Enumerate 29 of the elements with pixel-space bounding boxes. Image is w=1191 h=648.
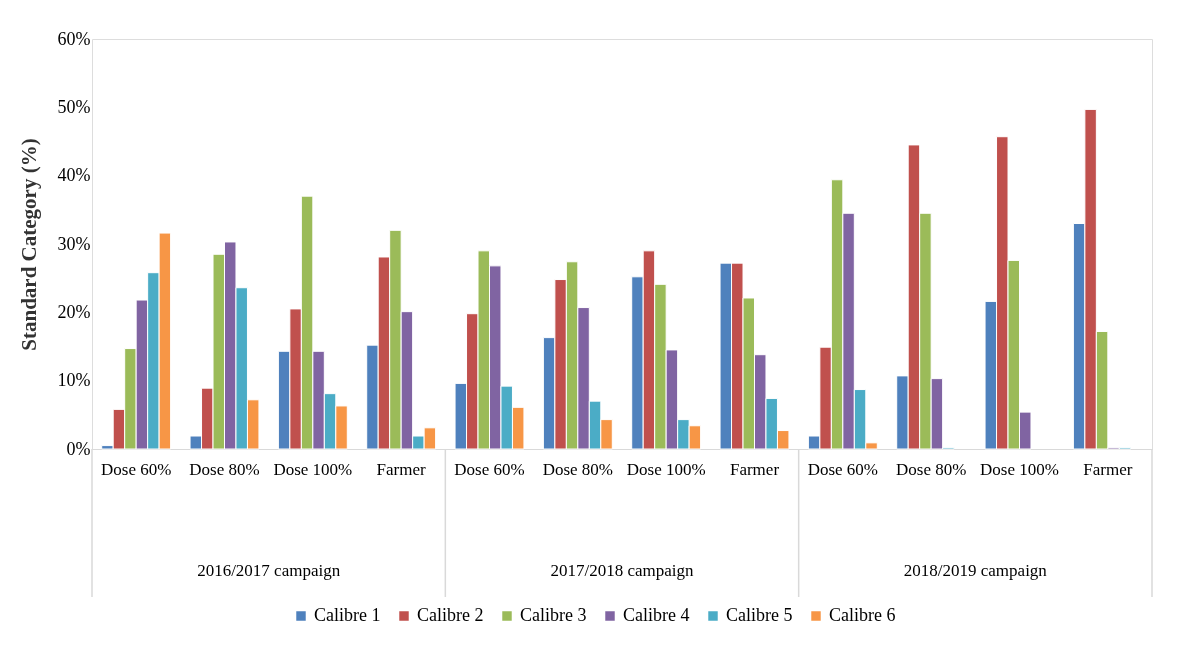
x-tick-label: Dose 80% [542,459,614,479]
legend-label: Calibre 4 [623,605,690,625]
text: 2016/2017 campaign [197,561,341,580]
x-tick-label: Dose 60% [454,459,525,479]
y-tick-label: 50% [57,96,91,117]
legend-label: Calibre 2 [417,605,484,625]
y-tick-label: 20% [57,301,91,322]
x-tick-label: Dose 60% [100,459,172,479]
x-tick-label: Dose 100% [273,459,353,479]
x-tick-label: Farmer [729,459,780,479]
x-tick-label: Farmer [1083,459,1133,479]
legend-label: Calibre 6 [829,605,896,625]
legend-label: Calibre 1 [314,605,381,625]
x-tick-label: Dose 80% [895,459,967,479]
x-tick-label: Dose 100% [980,459,1059,479]
legend-label: Calibre 5 [726,605,793,625]
x-tick-label: Dose 80% [189,459,260,479]
y-axis-title: Standard Category (%) [16,138,41,351]
x-tick-label: Farmer [376,459,427,479]
y-tick-label: 60% [57,28,91,49]
y-tick-label: 10% [57,370,91,391]
x-tick-label: Dose 100% [626,459,706,479]
text: 2018/2019 campaign [903,561,1048,580]
y-tick-label: 40% [57,165,91,186]
y-tick-label: 30% [57,233,91,254]
y-tick-label: 0% [66,438,91,459]
x-tick-label: Dose 60% [807,459,879,479]
legend-label: Calibre 3 [520,605,587,625]
text: 2017/2018 campaign [550,561,695,580]
